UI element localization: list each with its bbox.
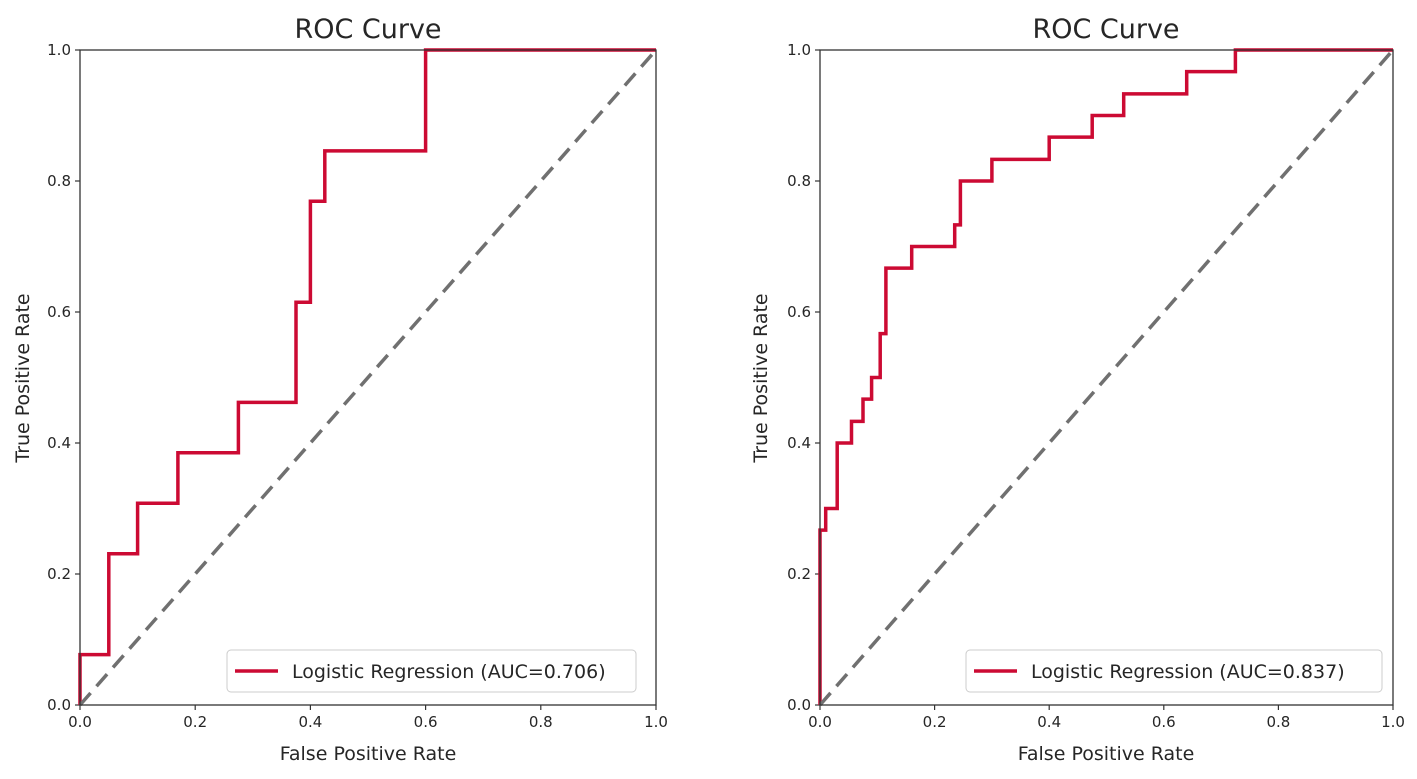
x-tick-label: 1.0 — [644, 713, 668, 731]
roc-chart-left: ROC Curve False Positive Rate True Posit… — [12, 14, 668, 765]
y-tick-label: 0.2 — [787, 565, 811, 583]
y-tick-label: 1.0 — [47, 41, 71, 59]
y-tick-label: 0.8 — [47, 172, 71, 190]
legend-label: Logistic Regression (AUC=0.706) — [292, 661, 606, 683]
chance-diagonal-line — [818, 48, 1395, 707]
legend-box — [965, 649, 1383, 693]
ticks-group: 0.0 0.2 0.4 0.6 0.8 1.0 0.0 0.2 0.4 0.6 0.8 1.0 — [787, 41, 1405, 731]
x-tick-label: 0.0 — [68, 713, 92, 731]
plot-frame — [819, 49, 1394, 706]
legend-label: Logistic Regression (AUC=0.837) — [1031, 661, 1345, 683]
chance-diagonal-line — [78, 48, 658, 707]
y-tick-label: 0.6 — [787, 303, 811, 321]
x-axis-label: False Positive Rate — [1018, 743, 1195, 765]
ticks-group: 0.0 0.2 0.4 0.6 0.8 1.0 0.0 0.2 0.4 0.6 0.8 1.0 — [47, 41, 668, 731]
y-axis-label: True Positive Rate — [750, 293, 772, 463]
x-tick-label: 0.6 — [1152, 713, 1176, 731]
y-tick-label: 0.4 — [787, 434, 811, 452]
y-tick-label: 0.8 — [787, 172, 811, 190]
x-axis-label: False Positive Rate — [280, 743, 457, 765]
y-tick-label: 0.2 — [47, 565, 71, 583]
chart-title: ROC Curve — [1032, 14, 1179, 45]
roc-chart-right: ROC Curve False Positive Rate True Posit… — [750, 14, 1405, 765]
legend: Logistic Regression (AUC=0.837) — [965, 649, 1383, 693]
x-tick-label: 0.2 — [183, 713, 207, 731]
x-tick-label: 0.6 — [414, 713, 438, 731]
x-tick-label: 0.8 — [1266, 713, 1290, 731]
x-tick-label: 0.2 — [923, 713, 947, 731]
x-tick-label: 0.4 — [298, 713, 322, 731]
y-tick-label: 0.4 — [47, 434, 71, 452]
plot-frame — [79, 49, 657, 706]
roc-curve-line — [818, 48, 1393, 705]
legend: Logistic Regression (AUC=0.706) — [226, 649, 637, 693]
y-tick-label: 0.0 — [47, 696, 71, 714]
roc-curve-line — [78, 48, 656, 705]
y-axis-label: True Positive Rate — [12, 293, 34, 463]
legend-box — [226, 649, 637, 693]
y-tick-label: 0.6 — [47, 303, 71, 321]
y-tick-label: 0.0 — [787, 696, 811, 714]
x-tick-label: 1.0 — [1381, 713, 1405, 731]
y-tick-label: 1.0 — [787, 41, 811, 59]
plot-area — [78, 48, 658, 707]
x-tick-label: 0.8 — [529, 713, 553, 731]
x-tick-label: 0.0 — [808, 713, 832, 731]
chart-title: ROC Curve — [294, 14, 441, 45]
plot-area — [818, 48, 1395, 707]
x-tick-label: 0.4 — [1037, 713, 1061, 731]
